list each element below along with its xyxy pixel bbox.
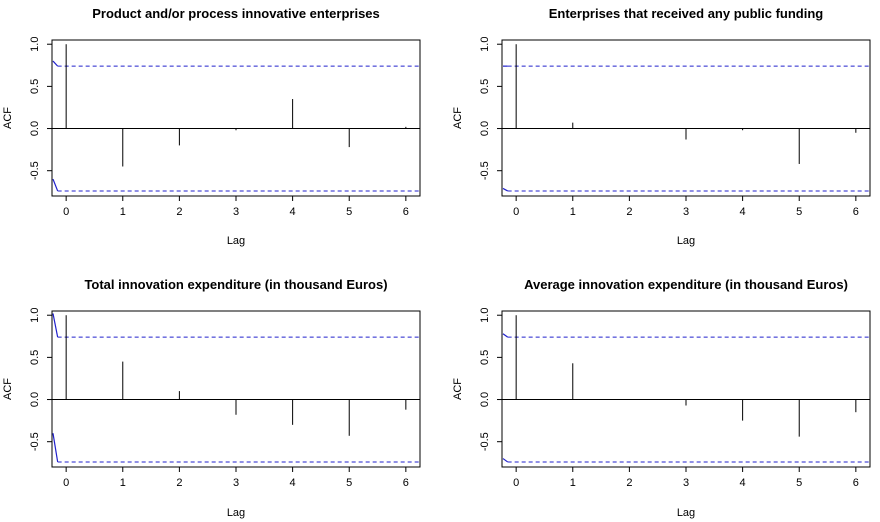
x-tick-label: 6	[853, 477, 859, 489]
x-tick-label: 5	[796, 477, 802, 489]
y-tick-label: 1.0	[479, 308, 491, 323]
lower-confidence-start	[502, 458, 509, 463]
y-axis: -0.5 0.0 0.5 1.0	[479, 37, 502, 180]
x-tick-label: 4	[290, 477, 296, 489]
y-tick-label: 0.0	[29, 121, 41, 136]
y-tick-label: -0.5	[29, 161, 41, 180]
x-tick-label: 5	[346, 206, 352, 218]
x-tick-label: 2	[626, 206, 632, 218]
y-tick-label: 0.5	[29, 350, 41, 365]
panel-title: Average innovation expenditure (in thous…	[524, 277, 848, 292]
lower-confidence-start	[502, 187, 508, 192]
x-tick-label: 6	[403, 477, 409, 489]
x-tick-label: 0	[63, 206, 69, 218]
x-tick-label: 3	[233, 206, 239, 218]
panel-title: Product and/or process innovative enterp…	[92, 6, 380, 21]
y-tick-label: 1.0	[479, 37, 491, 52]
x-axis-label: Lag	[677, 235, 695, 247]
x-axis: 0 1 2 3 4 5 6	[63, 467, 409, 489]
x-tick-label: 3	[683, 206, 689, 218]
plot-marks	[52, 313, 420, 463]
x-tick-label: 4	[740, 477, 746, 489]
x-tick-label: 3	[233, 477, 239, 489]
upper-confidence-start	[52, 60, 59, 67]
x-tick-label: 6	[853, 206, 859, 218]
x-tick-label: 1	[120, 477, 126, 489]
x-axis-label: Lag	[677, 507, 695, 519]
x-tick-label: 0	[513, 206, 519, 218]
x-tick-label: 1	[570, 477, 576, 489]
y-tick-label: 0.0	[29, 392, 41, 407]
plot-frame	[501, 39, 871, 197]
y-axis-label: ACF	[2, 378, 14, 400]
y-tick-label: -0.5	[479, 432, 491, 451]
upper-confidence-start	[502, 333, 509, 338]
x-axis: 0 1 2 3 4 5 6	[513, 467, 859, 489]
x-tick-label: 6	[403, 206, 409, 218]
plot-marks	[502, 44, 870, 192]
y-axis-label: ACF	[452, 107, 464, 129]
acf-panel-4: Average innovation expenditure (in thous…	[452, 277, 871, 519]
panel-title: Enterprises that received any public fun…	[549, 6, 824, 21]
y-axis-label: ACF	[452, 378, 464, 400]
plot-marks	[52, 44, 420, 192]
y-axis-label: ACF	[2, 107, 14, 129]
lower-confidence-start	[52, 178, 59, 192]
y-axis: -0.5 0.0 0.5 1.0	[29, 37, 52, 180]
y-tick-label: -0.5	[29, 432, 41, 451]
x-axis: 0 1 2 3 4 5 6	[513, 196, 859, 218]
x-axis: 0 1 2 3 4 5 6	[63, 196, 409, 218]
acf-panel-3: Total innovation expenditure (in thousan…	[2, 277, 421, 519]
x-tick-label: 0	[513, 477, 519, 489]
x-tick-label: 5	[796, 206, 802, 218]
y-tick-label: 0.0	[479, 121, 491, 136]
acf-panel-2: Enterprises that received any public fun…	[452, 6, 871, 247]
plot-frame	[501, 310, 871, 468]
y-tick-label: 0.5	[479, 79, 491, 94]
upper-confidence-start	[52, 313, 59, 338]
plot-marks	[502, 315, 870, 463]
y-tick-label: 0.0	[479, 392, 491, 407]
x-axis-label: Lag	[227, 235, 245, 247]
x-tick-label: 1	[570, 206, 576, 218]
panel-title: Total innovation expenditure (in thousan…	[84, 277, 387, 292]
x-tick-label: 4	[740, 206, 746, 218]
x-tick-label: 2	[176, 477, 182, 489]
x-tick-label: 3	[683, 477, 689, 489]
plot-frame	[51, 310, 421, 468]
plot-frame	[51, 39, 421, 197]
x-axis-label: Lag	[227, 507, 245, 519]
y-axis: -0.5 0.0 0.5 1.0	[29, 308, 52, 451]
x-tick-label: 2	[626, 477, 632, 489]
acf-panel-1: Product and/or process innovative enterp…	[2, 6, 421, 247]
x-tick-label: 1	[120, 206, 126, 218]
x-tick-label: 5	[346, 477, 352, 489]
x-tick-label: 0	[63, 477, 69, 489]
y-axis: -0.5 0.0 0.5 1.0	[479, 308, 502, 451]
lower-confidence-start	[52, 433, 59, 463]
y-tick-label: 0.5	[479, 350, 491, 365]
y-tick-label: 0.5	[29, 79, 41, 94]
y-tick-label: 1.0	[29, 37, 41, 52]
y-tick-label: 1.0	[29, 308, 41, 323]
y-tick-label: -0.5	[479, 161, 491, 180]
x-tick-label: 4	[290, 206, 296, 218]
x-tick-label: 2	[176, 206, 182, 218]
